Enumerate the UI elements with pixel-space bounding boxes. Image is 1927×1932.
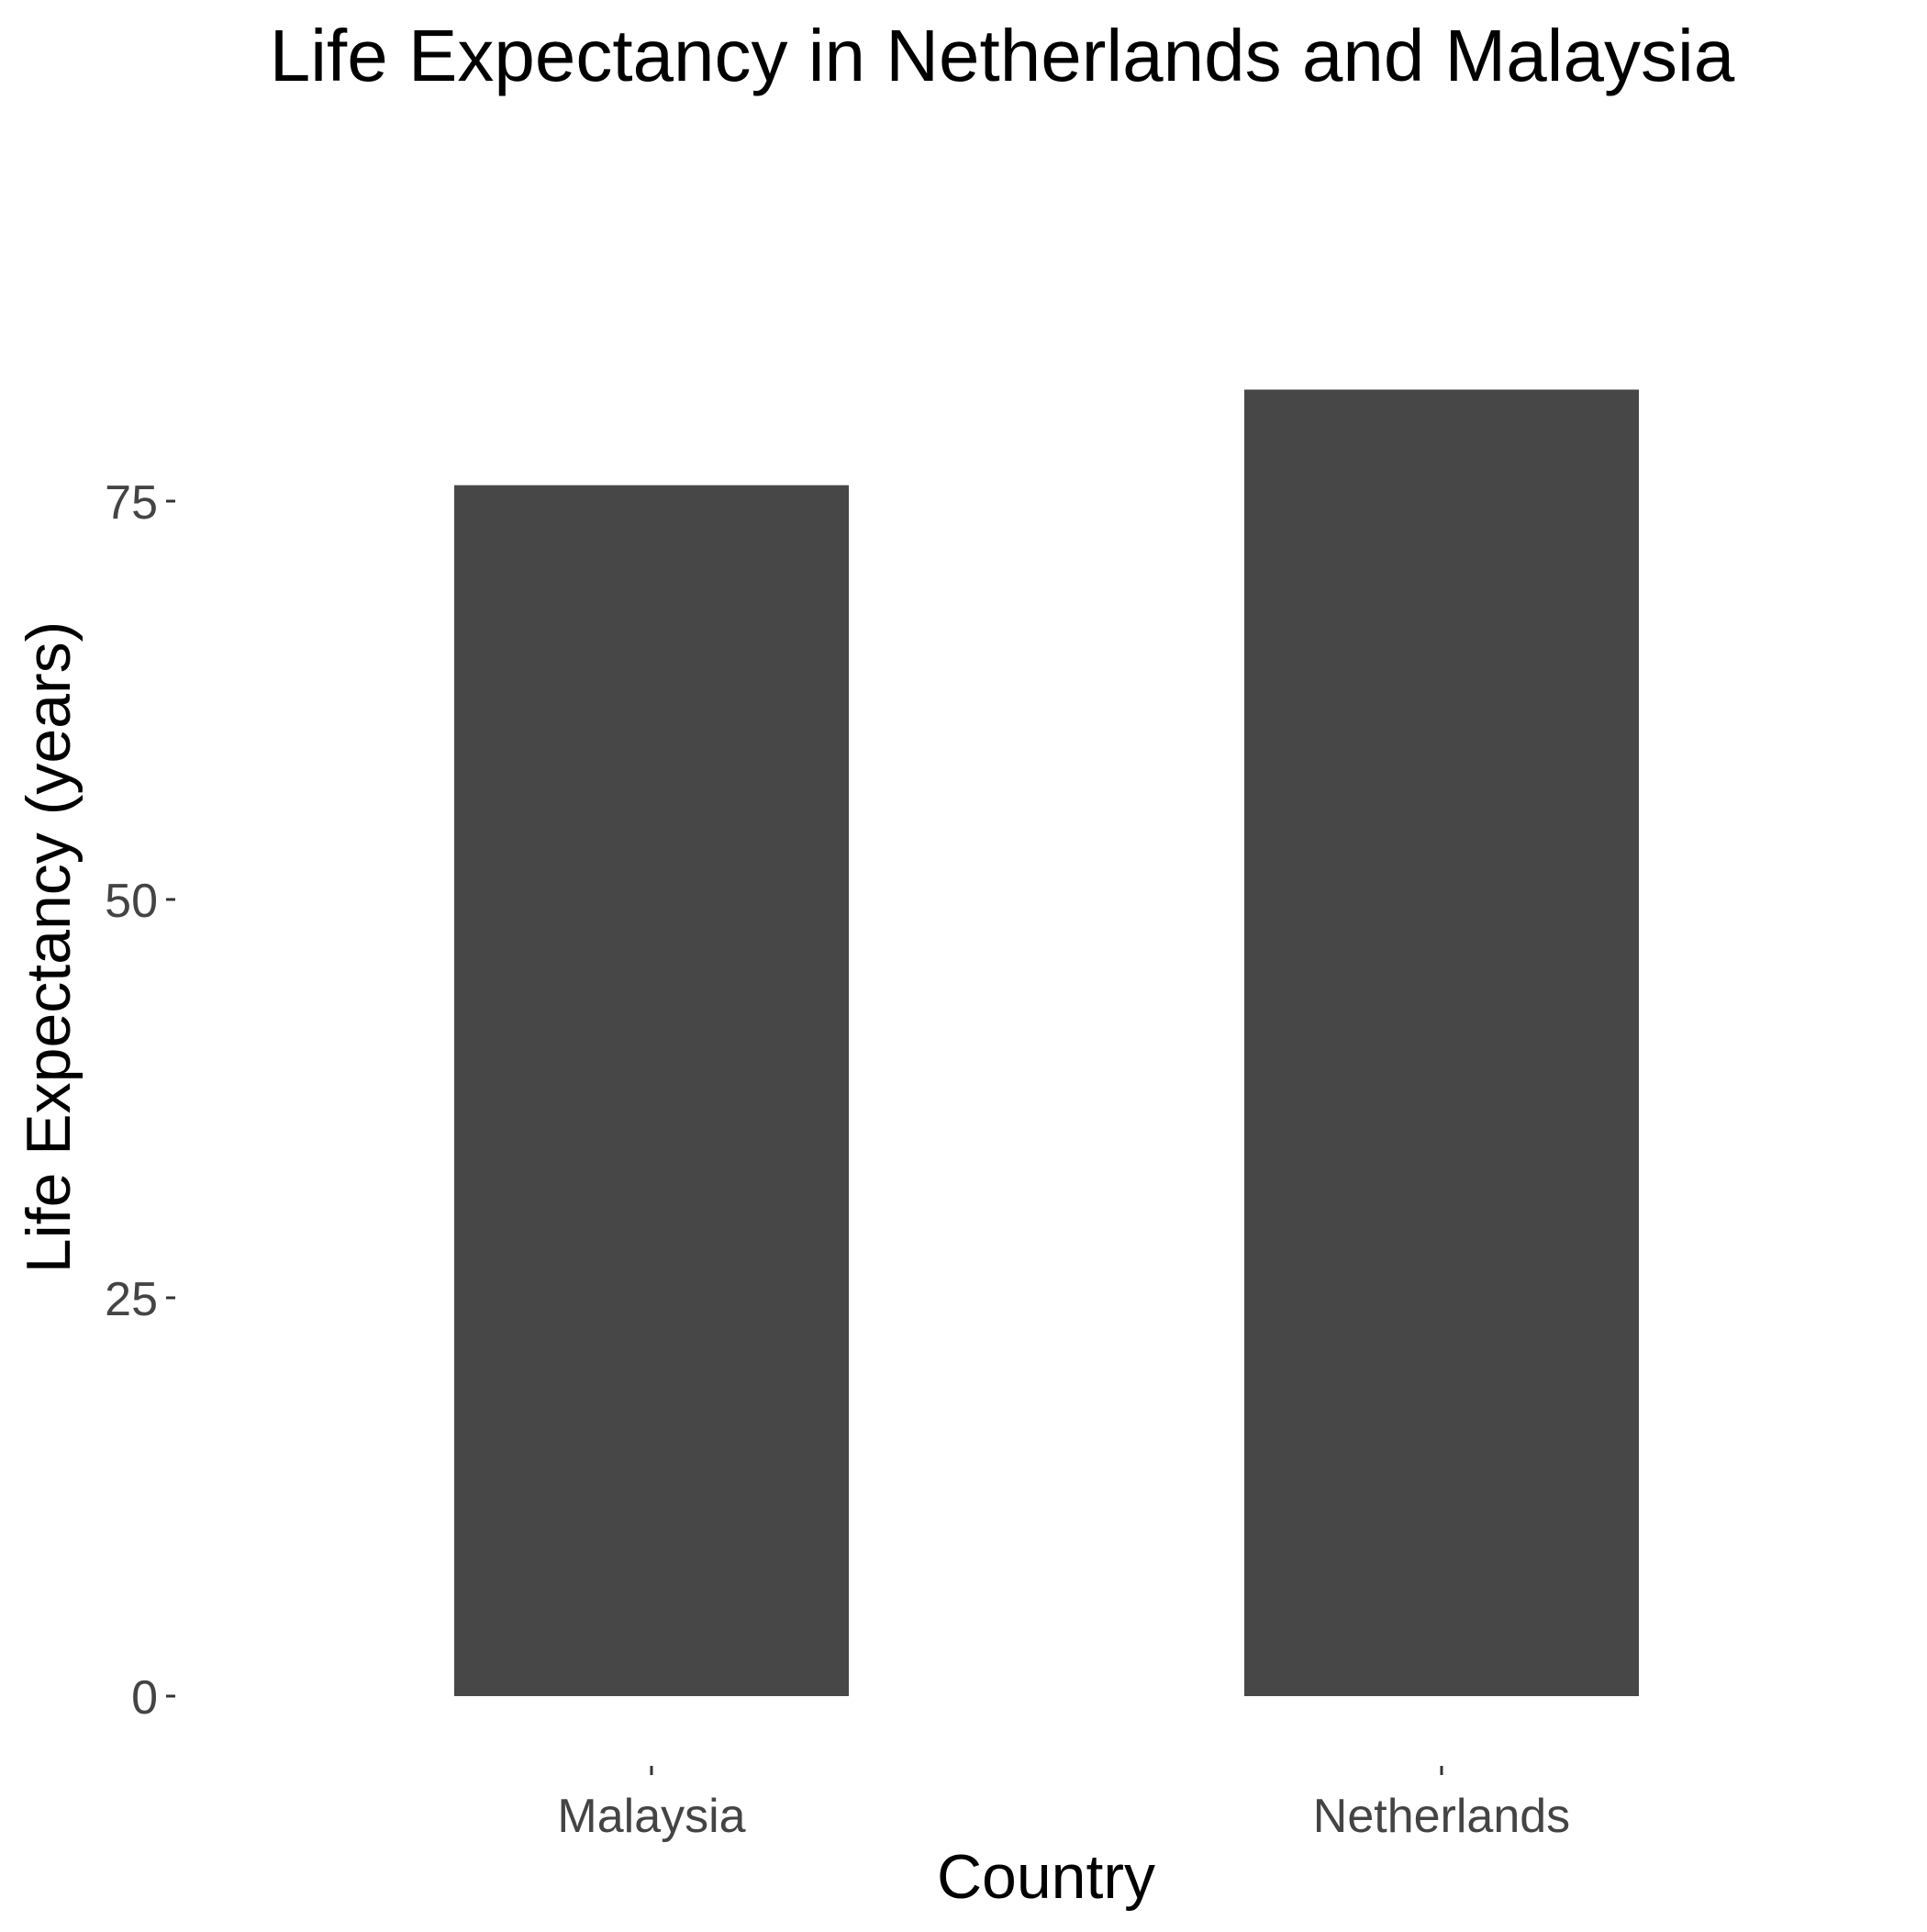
y-tick-label: 25 bbox=[105, 1273, 158, 1326]
y-tick-label: 75 bbox=[105, 476, 158, 530]
x-tick-label: Malaysia bbox=[557, 1790, 745, 1843]
y-axis-title: Life Expectancy (years) bbox=[14, 621, 84, 1274]
plot-area bbox=[454, 389, 1639, 1697]
y-axis: 0 25 50 75 bbox=[105, 476, 175, 1725]
y-tick-label: 50 bbox=[105, 875, 158, 928]
chart-title: Life Expectancy in Netherlands and Malay… bbox=[270, 15, 1735, 96]
y-tick-label: 0 bbox=[131, 1671, 158, 1725]
bar-netherlands bbox=[1244, 389, 1639, 1697]
bar-malaysia bbox=[454, 485, 849, 1696]
x-axis: Malaysia Netherlands bbox=[557, 1766, 1570, 1843]
x-axis-title: Country bbox=[937, 1842, 1155, 1912]
x-tick-label: Netherlands bbox=[1313, 1790, 1570, 1843]
